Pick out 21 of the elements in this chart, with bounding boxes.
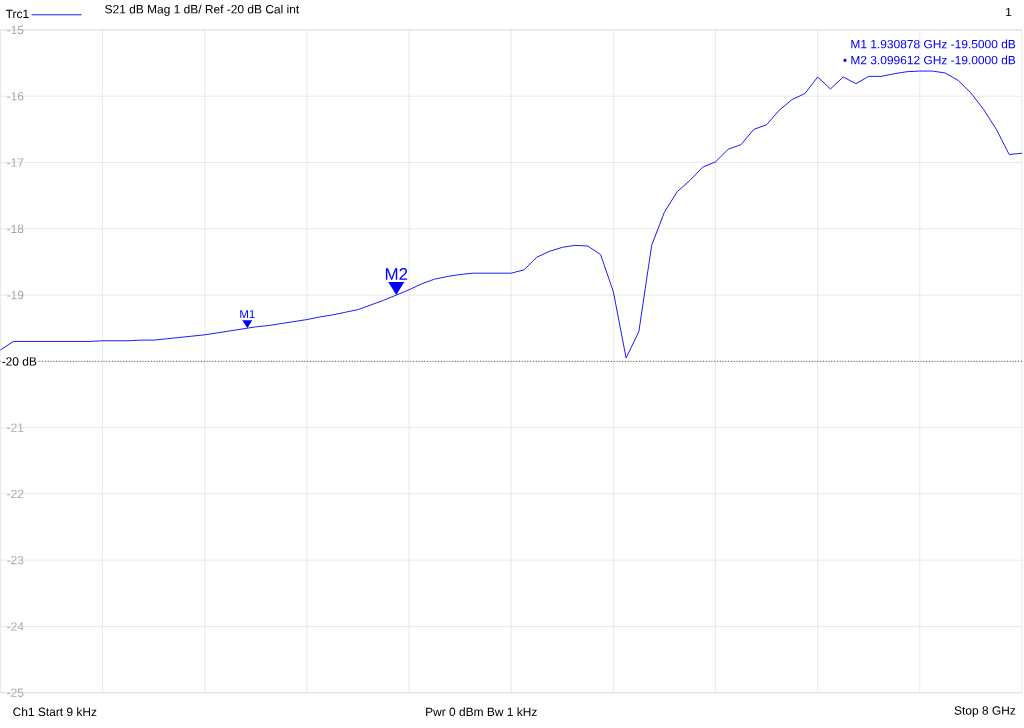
ref-line-label: -20 dB [2, 357, 37, 366]
legend-label: Trc1 [5, 9, 29, 19]
y-tick-label: -24 [7, 622, 24, 631]
y-tick-label: -25 [7, 688, 24, 698]
text: Pwr 0 dBm Bw 1 kHz [426, 707, 537, 717]
y-tick-label: -23 [7, 556, 24, 565]
text: Ch1 Start 9 kHz [13, 707, 97, 717]
y-tick-label: -21 [7, 423, 24, 432]
text: 1 [1006, 8, 1012, 17]
chart-title: S21 dB Mag 1 dB/ Ref -20 dB Cal int [105, 4, 300, 16]
annotation: M2 [385, 268, 408, 281]
y-tick-label: -15 [7, 25, 24, 35]
annotation: • M2 3.099612 GHz -19.0000 dB [843, 55, 1016, 65]
annotation: M1 1.930878 GHz -19.5000 dB [851, 39, 1016, 49]
y-tick-label: -18 [7, 224, 24, 234]
y-tick-label: -22 [7, 489, 24, 499]
y-tick-label: -17 [7, 158, 24, 167]
y-tick-label: -19 [7, 290, 24, 300]
annotation: M1 [240, 310, 255, 319]
y-tick-label: -16 [7, 92, 24, 101]
text: Stop 8 GHz [954, 706, 1016, 718]
